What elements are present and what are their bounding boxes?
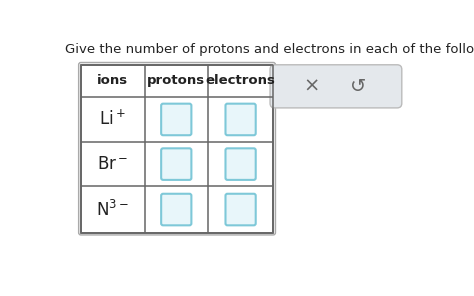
- Bar: [81, 65, 273, 233]
- Text: Give the number of protons and electrons in each of the following common ions:: Give the number of protons and electrons…: [64, 43, 474, 56]
- FancyBboxPatch shape: [270, 65, 402, 108]
- Text: electrons: electrons: [206, 75, 275, 87]
- FancyBboxPatch shape: [226, 148, 255, 180]
- Text: ↺: ↺: [350, 77, 366, 96]
- FancyBboxPatch shape: [226, 194, 255, 225]
- Bar: [81, 65, 273, 233]
- FancyBboxPatch shape: [161, 104, 191, 135]
- Text: Li$^+$: Li$^+$: [100, 110, 126, 129]
- FancyBboxPatch shape: [226, 104, 255, 135]
- FancyBboxPatch shape: [161, 148, 191, 180]
- FancyBboxPatch shape: [161, 194, 191, 225]
- Text: Br$^-$: Br$^-$: [97, 155, 128, 173]
- Text: N$^{3-}$: N$^{3-}$: [96, 200, 129, 220]
- Text: protons: protons: [147, 75, 205, 87]
- Text: ×: ×: [303, 77, 319, 96]
- FancyBboxPatch shape: [79, 62, 275, 235]
- Text: ions: ions: [97, 75, 128, 87]
